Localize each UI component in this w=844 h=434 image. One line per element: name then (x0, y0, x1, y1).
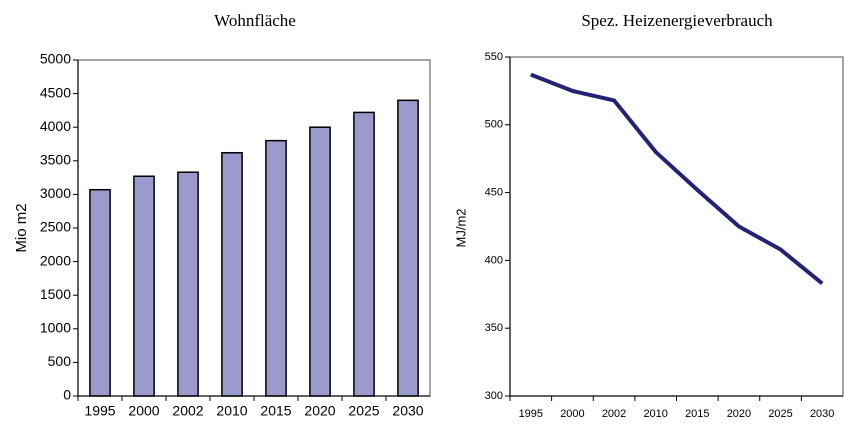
x-tick-label: 2010 (643, 408, 667, 420)
x-tick-label: 2030 (392, 403, 423, 419)
bar (177, 171, 199, 397)
y-tick-label: 500 (48, 353, 72, 369)
x-tick-label: 2000 (128, 403, 159, 419)
y-tick-label: 0 (63, 387, 71, 403)
bar (309, 126, 331, 397)
y-tick-label: 2000 (40, 252, 71, 268)
y-tick-label: 5000 (40, 51, 71, 67)
y-tick-label: 3000 (40, 185, 71, 201)
y-tick-label: 300 (485, 390, 503, 402)
x-tick-label: 1995 (84, 403, 115, 419)
x-tick-label: 1995 (519, 408, 543, 420)
chart-title: Wohnfläche (214, 11, 296, 30)
x-tick-label: 2010 (216, 403, 247, 419)
y-tick-label: 350 (485, 322, 503, 334)
bar (265, 139, 287, 397)
x-tick-label: 2015 (260, 403, 291, 419)
y-tick-label: 4000 (40, 118, 71, 134)
bar (397, 99, 419, 397)
x-tick-label: 2015 (685, 408, 709, 420)
y-axis-label: MJ/m2 (453, 209, 468, 248)
x-tick-label: 2030 (810, 408, 834, 420)
y-tick-label: 1500 (40, 286, 71, 302)
y-tick-label: 1000 (40, 320, 71, 336)
x-tick-label: 2020 (304, 403, 335, 419)
x-tick-label: 2025 (348, 403, 379, 419)
y-tick-label: 500 (485, 119, 503, 131)
line-series (530, 72, 824, 286)
bar (353, 111, 375, 397)
bar (221, 151, 243, 397)
x-tick-label: 2002 (172, 403, 203, 419)
x-tick-label: 2020 (727, 408, 751, 420)
y-tick-label: 3500 (40, 152, 71, 168)
x-tick-label: 2002 (602, 408, 626, 420)
y-tick-label: 550 (485, 51, 503, 63)
bar (89, 188, 111, 397)
plot-frame (77, 59, 431, 397)
y-axis-label: Mio m2 (13, 203, 30, 252)
x-tick-label: 2000 (560, 408, 584, 420)
x-tick-label: 2025 (768, 408, 792, 420)
y-tick-label: 2500 (40, 219, 71, 235)
y-tick-label: 450 (485, 187, 503, 199)
chart-title: Spez. Heizenergieverbrauch (581, 11, 773, 30)
y-tick-label: 400 (485, 254, 503, 266)
plot-frame (509, 56, 844, 397)
bar (133, 175, 155, 397)
y-tick-label: 4500 (40, 84, 71, 100)
